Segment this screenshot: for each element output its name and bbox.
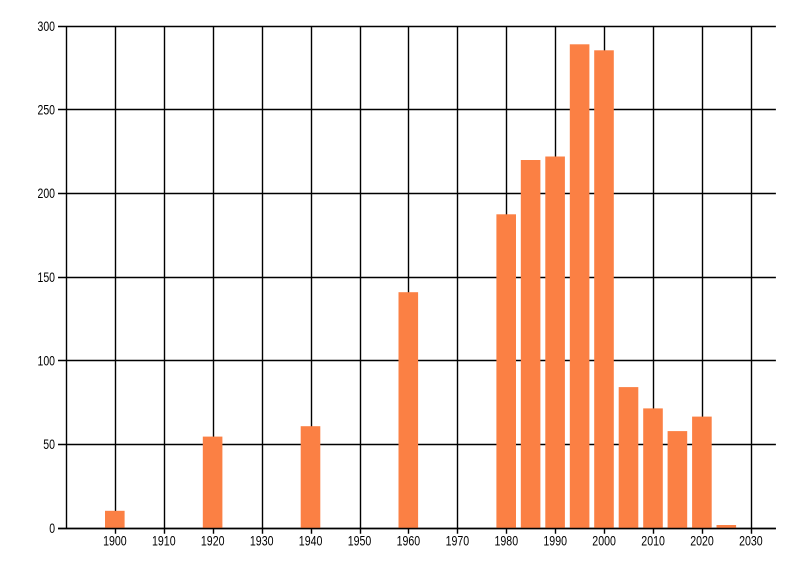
- svg-text:100: 100: [38, 354, 56, 369]
- svg-text:200: 200: [38, 186, 56, 201]
- svg-text:1900: 1900: [103, 533, 127, 548]
- svg-text:1930: 1930: [250, 533, 274, 548]
- svg-text:50: 50: [43, 437, 55, 452]
- svg-text:150: 150: [38, 270, 56, 285]
- svg-text:1950: 1950: [348, 533, 372, 548]
- svg-text:1940: 1940: [299, 533, 323, 548]
- svg-text:1970: 1970: [446, 533, 470, 548]
- svg-text:0: 0: [49, 521, 55, 536]
- svg-text:2010: 2010: [641, 533, 665, 548]
- svg-text:250: 250: [38, 103, 56, 118]
- svg-text:1980: 1980: [495, 533, 519, 548]
- svg-text:1960: 1960: [397, 533, 421, 548]
- svg-text:2020: 2020: [690, 533, 714, 548]
- svg-text:1920: 1920: [201, 533, 225, 548]
- svg-text:1910: 1910: [152, 533, 176, 548]
- svg-text:2000: 2000: [592, 533, 616, 548]
- svg-text:1990: 1990: [543, 533, 567, 548]
- svg-text:300: 300: [38, 19, 56, 34]
- svg-text:2030: 2030: [739, 533, 763, 548]
